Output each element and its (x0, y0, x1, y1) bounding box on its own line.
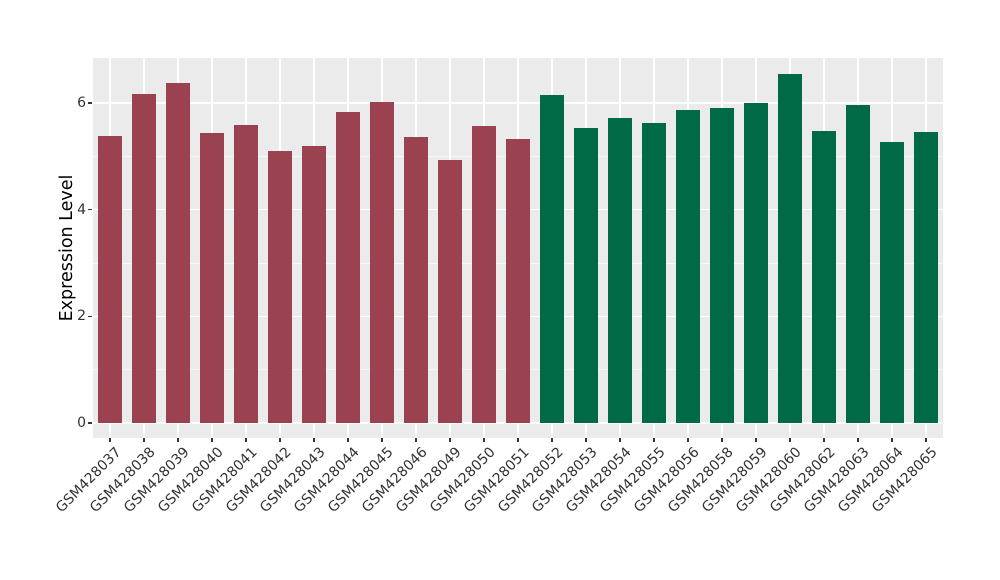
bar-GSM428063 (846, 105, 870, 423)
x-tick-GSM428065 (925, 438, 927, 442)
x-tick-GSM428056 (687, 438, 689, 442)
x-tick-GSM428053 (585, 438, 587, 442)
bar-GSM428045 (370, 101, 394, 423)
x-tick-GSM428041 (245, 438, 247, 442)
bar-GSM428042 (268, 151, 292, 423)
bar-GSM428043 (302, 146, 326, 423)
x-tick-GSM428050 (483, 438, 485, 442)
bar-GSM428056 (676, 110, 700, 423)
x-tick-GSM428054 (619, 438, 621, 442)
y-tick-6 (88, 102, 92, 104)
x-tick-GSM428038 (143, 438, 145, 442)
x-tick-GSM428059 (755, 438, 757, 442)
y-axis-title: Expression Level (57, 174, 77, 322)
x-tick-GSM428063 (857, 438, 859, 442)
bar-GSM428053 (574, 128, 598, 423)
x-tick-GSM428042 (279, 438, 281, 442)
x-tick-GSM428044 (347, 438, 349, 442)
bar-GSM428054 (608, 117, 632, 423)
x-tick-GSM428046 (415, 438, 417, 442)
bar-GSM428052 (540, 95, 564, 423)
bar-GSM428055 (642, 123, 666, 423)
x-tick-GSM428039 (177, 438, 179, 442)
x-tick-GSM428062 (823, 438, 825, 442)
y-tick-label-4: 4 (77, 201, 86, 218)
y-tick-label-0: 0 (77, 415, 86, 431)
y-tick-label-6: 6 (77, 95, 86, 111)
bar-GSM428059 (744, 103, 768, 423)
bar-GSM428040 (200, 132, 224, 423)
bar-GSM428058 (710, 108, 734, 423)
y-tick-0 (88, 422, 92, 424)
x-tick-GSM428040 (211, 438, 213, 442)
bar-GSM428064 (880, 142, 904, 423)
bar-GSM428037 (98, 136, 122, 423)
x-tick-GSM428052 (551, 438, 553, 442)
x-tick-GSM428064 (891, 438, 893, 442)
x-tick-GSM428060 (789, 438, 791, 442)
x-tick-GSM428051 (517, 438, 519, 442)
plot-panel (93, 58, 943, 438)
y-tick-2 (88, 315, 92, 318)
bar-GSM428038 (132, 93, 156, 423)
bar-GSM428046 (404, 136, 428, 423)
bar-GSM428062 (812, 130, 836, 423)
bar-GSM428044 (336, 112, 360, 423)
x-tick-GSM428043 (313, 438, 315, 442)
x-tick-GSM428049 (449, 438, 451, 442)
y-tick-4 (88, 208, 92, 211)
x-tick-GSM428037 (109, 438, 111, 442)
bar-GSM428060 (778, 73, 802, 423)
bar-GSM428049 (438, 160, 462, 423)
bar-GSM428041 (234, 125, 258, 423)
bar-GSM428051 (506, 138, 530, 423)
x-tick-GSM428058 (721, 438, 723, 442)
bar-GSM428039 (166, 82, 190, 423)
bar-GSM428050 (472, 126, 496, 423)
y-tick-label-2: 2 (77, 308, 86, 325)
x-tick-GSM428045 (381, 438, 383, 442)
x-tick-GSM428055 (653, 438, 655, 442)
bar-GSM428065 (914, 132, 938, 423)
